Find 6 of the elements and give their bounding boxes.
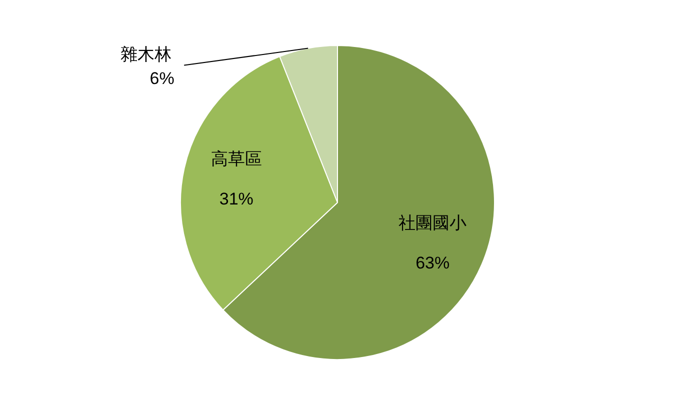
slice-label: 高草區 xyxy=(210,150,262,169)
slice-label: 社團國小 xyxy=(398,213,467,232)
data-label: 63% xyxy=(416,253,450,272)
slice-label: 雜木林 xyxy=(120,44,172,64)
data-label: 6% xyxy=(150,68,174,88)
data-label: 31% xyxy=(219,190,254,209)
